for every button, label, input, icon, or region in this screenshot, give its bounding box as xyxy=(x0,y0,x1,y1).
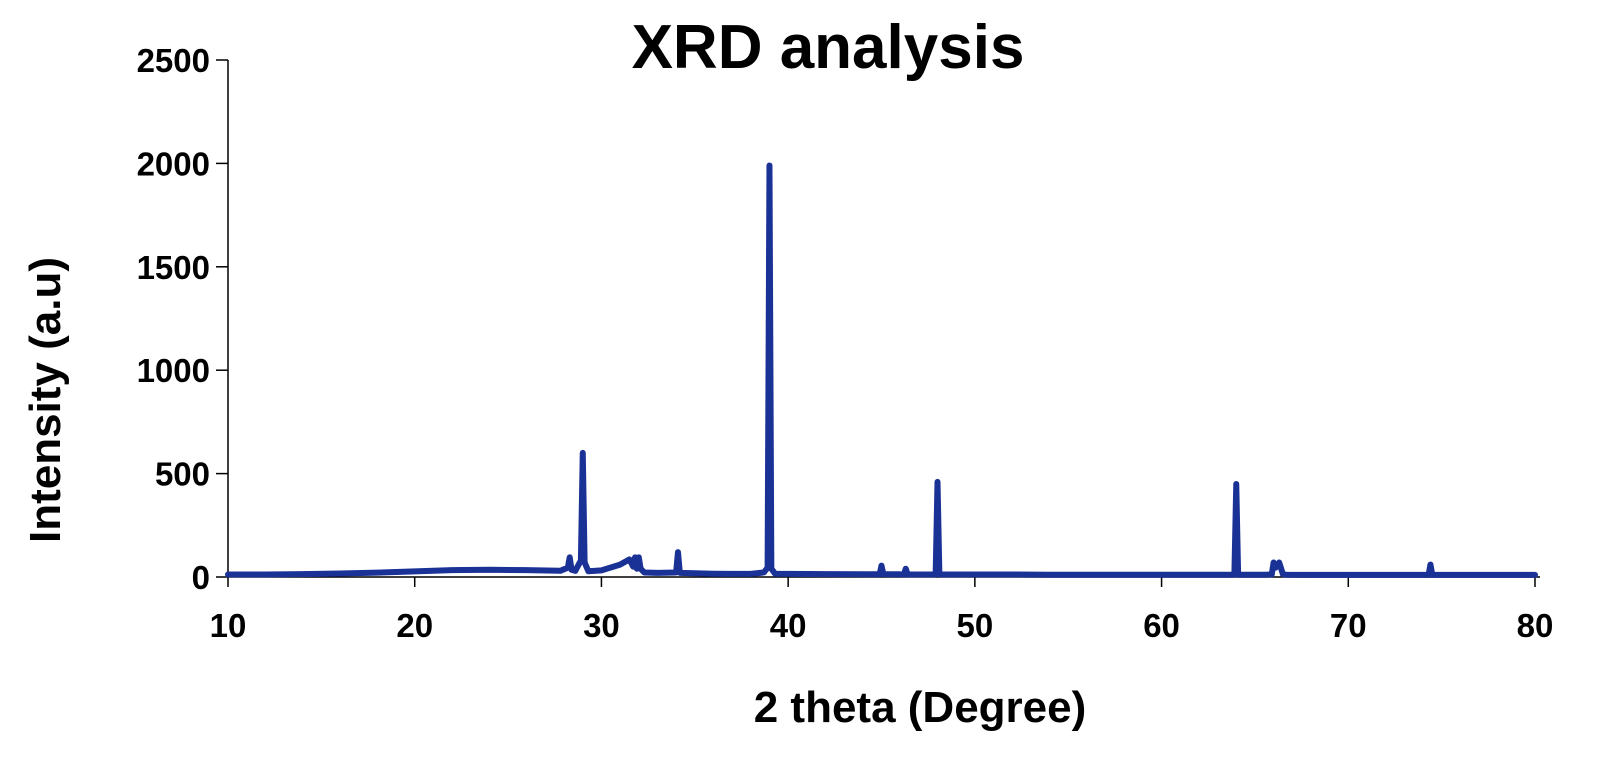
x-ticks: 10 20 30 40 50 60 70 80 xyxy=(210,577,1554,644)
x-tick-label: 60 xyxy=(1143,607,1180,644)
x-tick-label: 30 xyxy=(583,607,620,644)
y-tick-label: 2500 xyxy=(137,42,210,79)
y-axis-label: Intensity (a.u) xyxy=(21,257,70,543)
y-tick-label: 500 xyxy=(155,456,210,493)
y-tick-label: 0 xyxy=(192,559,210,596)
x-tick-label: 10 xyxy=(210,607,247,644)
y-tick-label: 2000 xyxy=(137,145,210,182)
x-tick-label: 70 xyxy=(1330,607,1367,644)
chart-title: XRD analysis xyxy=(632,13,1025,82)
axes xyxy=(227,60,1540,578)
x-axis-label: 2 theta (Degree) xyxy=(754,683,1087,732)
x-tick-label: 80 xyxy=(1517,607,1554,644)
y-tick-label: 1500 xyxy=(137,249,210,286)
x-tick-label: 40 xyxy=(770,607,807,644)
x-tick-label: 20 xyxy=(396,607,433,644)
x-tick-label: 50 xyxy=(956,607,993,644)
series-layer xyxy=(225,162,1538,578)
y-tick-label: 1000 xyxy=(137,352,210,389)
series-line-0 xyxy=(225,162,1538,578)
y-ticks: 0 500 1000 1500 2000 2500 xyxy=(137,42,228,596)
